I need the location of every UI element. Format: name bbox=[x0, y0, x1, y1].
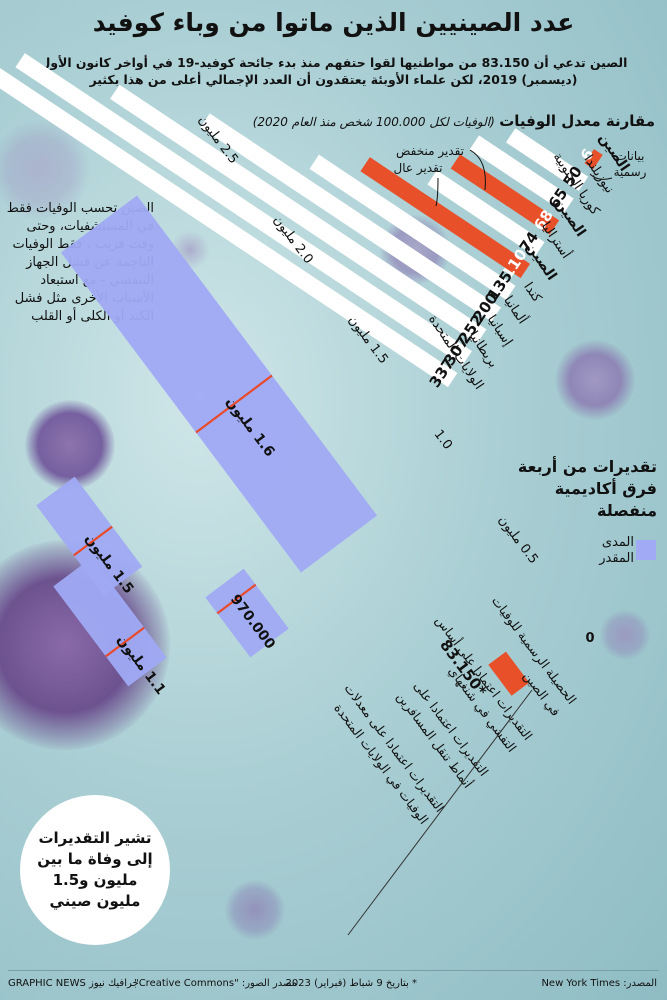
legend-label: المدى المقدر bbox=[599, 535, 634, 566]
axis-tick-label: 1.0 bbox=[431, 427, 455, 453]
footer-photo-credit: مصدر الصور: "Creative Commons" bbox=[134, 978, 297, 989]
estimate-range-bar bbox=[53, 557, 167, 687]
rate-bar bbox=[200, 113, 501, 322]
footer-brand: GRAPHIC NEWS جرافيك نيوز bbox=[8, 978, 139, 989]
annotation-arrow bbox=[589, 173, 613, 180]
section-title: مقارنة معدل الوفيات bbox=[499, 112, 655, 130]
range-summary-circle: تشير التقديرات إلى وفاة ما بين مليون و1.… bbox=[20, 795, 170, 945]
estimate-median-line bbox=[195, 374, 273, 434]
footer-date-note: * بتاريخ 9 شباط (فبراير) 2023 bbox=[285, 978, 417, 989]
range-summary-text: تشير التقديرات إلى وفاة ما بين مليون و1.… bbox=[37, 829, 153, 910]
rate-category-label: كندا bbox=[520, 280, 544, 306]
virus-illustration bbox=[225, 880, 285, 940]
estimates-heading: تقديرات من أربعة فرق أكاديمية منفصلة bbox=[517, 457, 657, 520]
rate-bar bbox=[110, 84, 487, 344]
official-bar bbox=[488, 651, 530, 696]
virus-illustration bbox=[600, 610, 650, 660]
category-guide-line bbox=[347, 689, 533, 936]
rate-bar bbox=[469, 135, 574, 213]
estimate-median-line bbox=[73, 525, 113, 557]
rate-bar bbox=[450, 154, 560, 235]
page-subtitle: الصين تدعي أن 83.150 من مواطنيها لقوا حت… bbox=[39, 55, 628, 87]
annotations: بيانات رسمية تقدير منخفض تقدير عال bbox=[393, 144, 647, 207]
rate-bar bbox=[505, 128, 589, 191]
rate-bar bbox=[584, 149, 603, 170]
annotation-arrow bbox=[435, 177, 439, 207]
estimate-range-bar bbox=[36, 476, 143, 596]
annotation-high-estimate: تقدير عال bbox=[393, 161, 442, 176]
rate-bar bbox=[0, 68, 458, 388]
estimate-range-bar bbox=[61, 195, 377, 573]
annotation-arrow bbox=[469, 149, 486, 191]
footer-divider bbox=[8, 970, 659, 971]
estimate-median-line bbox=[216, 583, 257, 615]
virus-illustration bbox=[25, 400, 115, 490]
annotation-official-line: رسمية bbox=[614, 165, 647, 180]
virus-illustration bbox=[555, 340, 635, 420]
annotation-low-estimate: تقدير منخفض bbox=[396, 144, 464, 159]
axis-tick-label: 0 bbox=[585, 631, 594, 646]
rate-bar bbox=[360, 157, 531, 279]
estimate-range-bar bbox=[205, 568, 289, 658]
rate-bar bbox=[309, 154, 516, 300]
footer-source: المصدر: New York Times bbox=[541, 978, 657, 989]
comparison-section-title: مقارنة معدل الوفيات (الوفيات لكل 100.000… bbox=[253, 112, 655, 130]
legend-swatch bbox=[636, 540, 656, 560]
rate-bar bbox=[15, 53, 472, 366]
estimate-median-line bbox=[105, 626, 145, 658]
page-title: عدد الصينيين الذين ماتوا من وباء كوفيد bbox=[92, 8, 575, 37]
section-subtitle: (الوفيات لكل 100.000 شخص منذ العام 2020) bbox=[252, 115, 495, 129]
annotation-official-line: بيانات bbox=[616, 149, 645, 163]
rate-bar bbox=[427, 170, 545, 257]
